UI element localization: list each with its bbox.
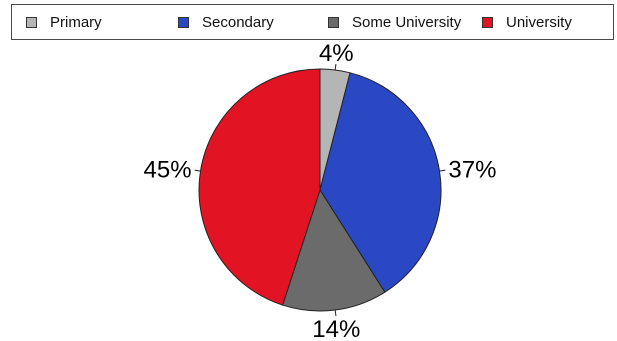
legend-swatch-university <box>482 16 493 28</box>
legend-item-primary: Primary <box>26 5 102 39</box>
legend-item-university: University <box>482 5 572 39</box>
label-tick-primary <box>334 63 337 71</box>
label-tick-university <box>194 169 201 172</box>
legend-swatch-some-university <box>328 16 339 28</box>
legend-label-some-university: Some University <box>352 13 462 31</box>
legend-item-secondary: Secondary <box>178 5 274 39</box>
label-tick-secondary <box>439 169 446 172</box>
legend-swatch-secondary <box>178 16 189 28</box>
legend-item-some-university: Some University <box>328 5 461 39</box>
pct-label-some-university: 14% <box>312 316 360 341</box>
legend-label-secondary: Secondary <box>202 13 274 31</box>
legend-label-primary: Primary <box>50 13 102 31</box>
pie-slices <box>198 68 442 312</box>
pie-labels: 4% 37% 14% 45% <box>144 40 497 341</box>
legend-swatch-primary <box>26 16 37 28</box>
pct-label-primary: 4% <box>319 40 354 67</box>
chart-legend: Primary Secondary Some University Univer… <box>11 4 614 40</box>
pct-label-secondary: 37% <box>448 156 496 183</box>
pct-label-university: 45% <box>144 156 192 183</box>
label-tick-some-university <box>334 309 337 317</box>
pie-slice-some-university <box>281 188 386 312</box>
legend-label-university: University <box>506 13 572 31</box>
